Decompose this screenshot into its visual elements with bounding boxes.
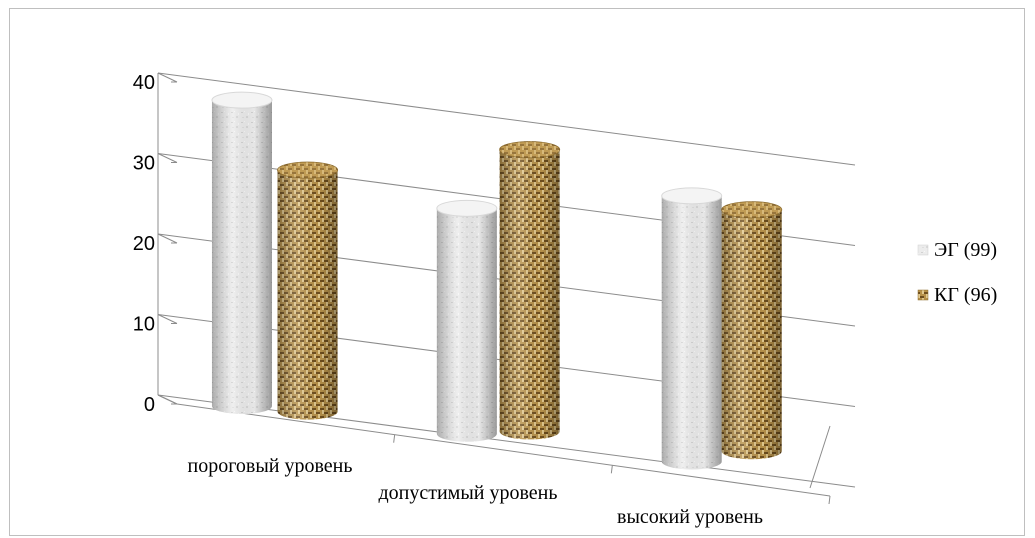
y-tick-label: 20 (133, 233, 155, 255)
bar-top (436, 199, 498, 217)
bar (499, 141, 561, 440)
bar-shading (277, 170, 338, 420)
bar (277, 161, 339, 420)
bar-top (661, 187, 723, 205)
legend-label: ЭГ (99) (934, 239, 997, 261)
bar (661, 187, 723, 470)
legend-swatch (917, 244, 929, 256)
legend: ЭГ (99) КГ (96) (917, 239, 997, 306)
legend-label: КГ (96) (934, 284, 997, 306)
gridline-side (157, 314, 178, 324)
bar (211, 91, 273, 415)
bar-top (211, 91, 273, 109)
bar-top-texture (277, 162, 338, 179)
x-category-label: допустимый уровень (378, 482, 557, 504)
x-axis-category-labels: пороговый уровень допустимый уровень высок… (187, 455, 762, 528)
gridline-side (157, 153, 178, 163)
gridline (157, 394, 856, 488)
x-tick-mark (610, 465, 613, 474)
x-tick-mark (828, 495, 831, 505)
bar (721, 201, 783, 460)
bar-shading (499, 149, 560, 440)
gridline (157, 72, 856, 166)
y-tick-label: 40 (133, 72, 155, 94)
bar (436, 199, 498, 442)
bar-shading (721, 209, 782, 460)
y-axis-ticks: 0 10 20 30 40 (133, 72, 155, 416)
bar-shading (436, 208, 497, 442)
x-axis (176, 403, 831, 505)
bar-top-texture (499, 141, 560, 158)
x-tick-mark (393, 434, 396, 443)
y-tick-label: 10 (133, 314, 155, 336)
x-axis-line (176, 403, 831, 497)
legend-swatch (917, 289, 929, 301)
floor-right-edge (809, 425, 831, 489)
bars (211, 91, 783, 470)
x-category-label: пороговый уровень (187, 455, 352, 477)
y-tick-label: 30 (133, 153, 155, 175)
y-tick-label: 0 (144, 394, 155, 416)
bar-top-texture (721, 201, 782, 218)
gridline-side (157, 72, 178, 83)
gridline-side (157, 394, 178, 405)
bar-shading (661, 195, 722, 470)
gridline-side (157, 233, 178, 244)
bar-shading (211, 100, 272, 415)
x-category-label: высокий уровень (617, 506, 763, 528)
